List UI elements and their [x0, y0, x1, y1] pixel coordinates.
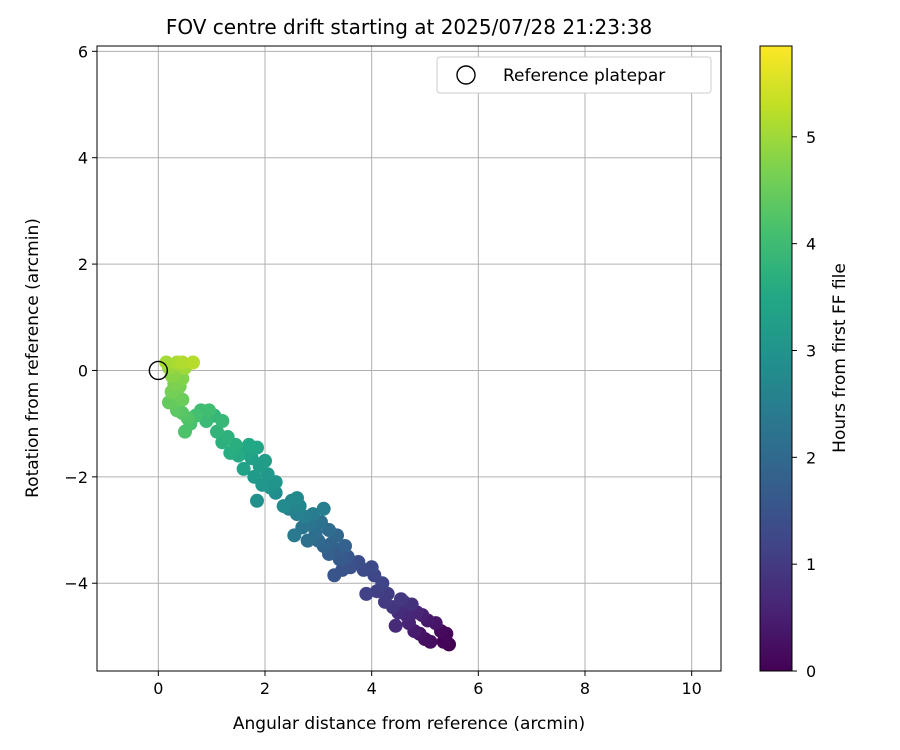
colorbar-tick-label: 1 — [806, 555, 816, 574]
y-axis-label: Rotation from reference (arcmin) — [23, 218, 43, 498]
data-point — [247, 469, 262, 484]
x-tick-label: 2 — [260, 679, 270, 698]
data-point — [175, 355, 190, 370]
y-axis-ticks: −4 −2 0 2 4 6 — [64, 42, 97, 593]
scatter-points — [159, 355, 456, 652]
data-point — [276, 499, 291, 514]
colorbar-label: Hours from first FF file — [830, 263, 850, 453]
data-point — [380, 586, 395, 601]
colorbar-tick-label: 2 — [806, 448, 816, 467]
data-point — [215, 414, 230, 428]
colorbar-tick-label: 5 — [806, 128, 816, 147]
reference-platepar-marker — [148, 360, 169, 381]
legend-marker — [456, 65, 476, 85]
y-tick-label: −4 — [64, 574, 88, 593]
colorbar-tick-label: 0 — [806, 662, 816, 681]
colorbar-tick-label: 3 — [806, 341, 816, 360]
x-axis-label: Angular distance from reference (arcmin) — [233, 714, 585, 734]
data-point — [394, 592, 408, 607]
data-point — [220, 429, 235, 444]
data-point — [178, 424, 192, 439]
legend: Reference platepar — [436, 56, 712, 94]
chart-title: FOV centre drift starting at 2025/07/28 … — [166, 15, 652, 39]
data-point — [159, 355, 174, 370]
legend-box — [436, 56, 712, 94]
x-tick-label: 10 — [681, 679, 701, 698]
x-tick-label: 0 — [153, 679, 163, 698]
colorbar-ticks: 0 1 2 3 4 5 — [792, 128, 816, 681]
colorbar-tick-label: 4 — [806, 235, 816, 254]
data-point — [202, 403, 216, 418]
x-tick-label: 6 — [473, 679, 483, 698]
data-point — [316, 501, 331, 516]
data-point — [290, 491, 304, 506]
y-tick-label: −2 — [64, 468, 88, 487]
data-point — [327, 568, 342, 583]
legend-label: Reference platepar — [503, 66, 665, 86]
data-point — [242, 437, 256, 452]
x-tick-label: 4 — [367, 679, 377, 698]
data-point — [210, 424, 224, 439]
grid-lines — [97, 46, 721, 671]
x-axis-ticks: 0 2 4 6 8 10 — [153, 671, 702, 698]
data-point — [258, 453, 272, 468]
data-point — [250, 493, 264, 508]
data-point — [338, 539, 352, 553]
data-point — [186, 355, 200, 370]
colorbar — [759, 45, 793, 672]
y-tick-label: 2 — [78, 255, 88, 274]
y-tick-label: 6 — [78, 42, 88, 61]
plot-frame — [96, 45, 722, 672]
data-point — [199, 414, 214, 428]
data-point — [236, 461, 251, 476]
data-point — [359, 586, 374, 601]
y-tick-label: 0 — [78, 361, 88, 380]
data-point — [287, 528, 302, 543]
y-tick-label: 4 — [78, 149, 88, 168]
x-tick-label: 8 — [580, 679, 590, 698]
data-point — [388, 618, 403, 633]
data-point — [300, 533, 315, 548]
